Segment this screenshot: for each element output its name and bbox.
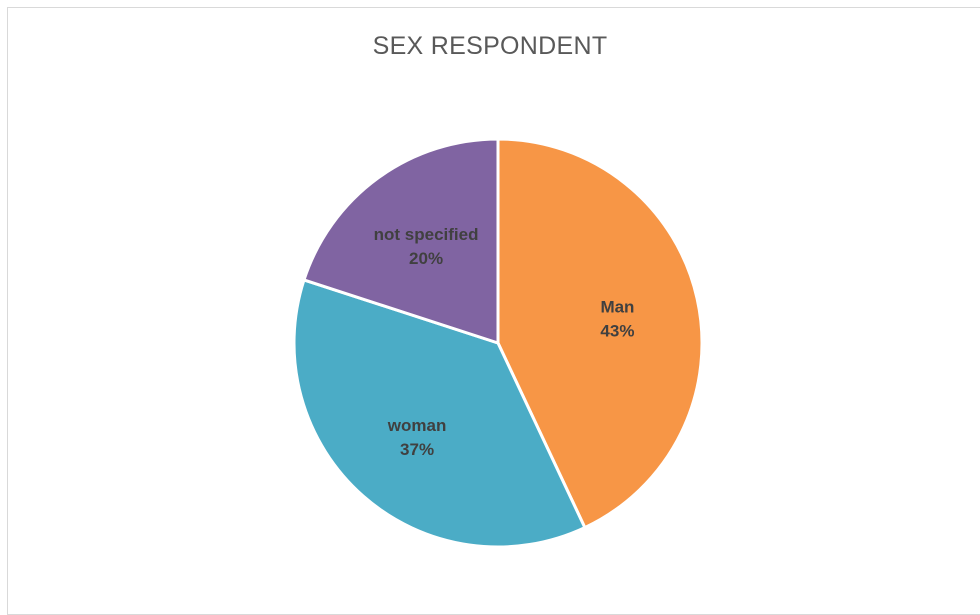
slice-label-man: Man bbox=[600, 297, 634, 316]
pie-slice-woman bbox=[292, 278, 587, 549]
pie-slice-man bbox=[496, 137, 704, 530]
slice-label-not-specified: not specified bbox=[374, 225, 479, 244]
slice-value-woman: 37% bbox=[400, 440, 434, 459]
pie-slice-not-specified bbox=[302, 137, 500, 345]
slice-label-woman: woman bbox=[387, 416, 447, 435]
slice-value-not-specified: 20% bbox=[409, 249, 443, 268]
slice-value-man: 43% bbox=[600, 321, 634, 340]
chart-title: SEX RESPONDENT bbox=[372, 32, 608, 60]
